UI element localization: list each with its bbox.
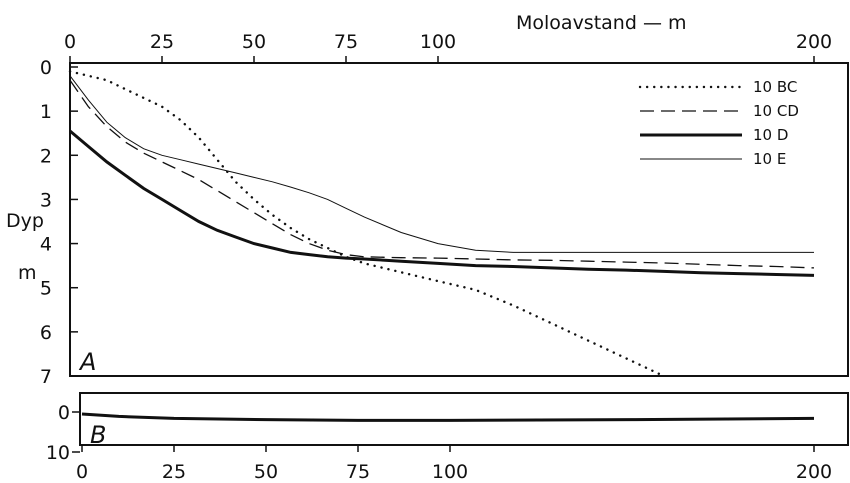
y-tick-label: 4 (40, 234, 52, 256)
x-tick-label: 50 (242, 31, 266, 53)
y-tick-5: 5 (40, 278, 78, 300)
x-tick-50: 50 (242, 31, 266, 63)
x-tick-25: 25 (150, 31, 174, 63)
series-line-10-d (69, 129, 815, 277)
x-tick-label: 200 (796, 31, 832, 53)
y-tick-0: 0 (40, 57, 78, 79)
y-tick-4: 4 (40, 234, 78, 256)
b-x-tick-label: 200 (796, 461, 832, 483)
b-x-tick-label: 0 (76, 461, 88, 483)
y-tick-2: 2 (40, 145, 78, 167)
panel-b-series (81, 412, 815, 422)
x-tick-label: 0 (64, 31, 76, 53)
legend-label: 10 E (753, 150, 786, 168)
b-y-tick-0: 0 (58, 402, 80, 424)
b-x-tick-label: 100 (432, 461, 468, 483)
y-tick-6: 6 (40, 322, 78, 344)
y-tick-3: 3 (40, 189, 78, 211)
panel-b-letter: B (90, 421, 106, 449)
x-tick-label: 100 (420, 31, 456, 53)
b-y-tick-label: 10 (46, 442, 70, 464)
series-line-10-bc (68, 70, 665, 378)
y-tick-label: 6 (40, 322, 52, 344)
x-axis-title: Moloavstand — m (516, 12, 687, 34)
legend-entry: 10 E (640, 150, 786, 168)
y-tick-label: 5 (40, 278, 52, 300)
series-line-10-cd (69, 79, 815, 269)
y-axis-unit: m (18, 262, 37, 284)
b-x-tick-75: 75 (346, 445, 370, 483)
y-tick-7: 7 (40, 366, 78, 388)
legend-label: 10 CD (753, 102, 799, 120)
legend-label: 10 BC (753, 78, 797, 96)
b-series-line (81, 412, 815, 422)
x-tick-75: 75 (334, 31, 358, 63)
panel-a-series (68, 70, 815, 378)
legend-entry: 10 BC (638, 78, 797, 96)
b-x-tick-label: 25 (162, 461, 186, 483)
legend-entry: 10 CD (640, 102, 799, 120)
y-tick-label: 3 (40, 189, 52, 211)
y-axis-title: Dyp (6, 210, 44, 232)
panel-a-frame (69, 62, 849, 377)
panel-b-ticks: 0 25 50 75 100 200 0 10 (46, 402, 832, 483)
panel-a-ticks: 0 25 50 75 100 200 0 1 2 3 4 5 6 7 (40, 31, 832, 388)
b-x-tick-100: 100 (432, 445, 468, 483)
b-x-tick-200: 200 (796, 445, 832, 483)
b-x-tick-label: 50 (254, 461, 278, 483)
legend-entry: 10 D (640, 126, 788, 144)
b-y-tick-10: 10 (46, 442, 80, 464)
legend-label: 10 D (753, 126, 788, 144)
panel-a-letter: A (78, 348, 96, 376)
b-x-tick-25: 25 (162, 445, 186, 483)
panel-b-frame (79, 392, 849, 446)
b-x-tick-0: 0 (76, 445, 88, 483)
y-tick-1: 1 (40, 101, 78, 123)
x-tick-label: 75 (334, 31, 358, 53)
x-tick-label: 25 (150, 31, 174, 53)
x-tick-100: 100 (420, 31, 456, 63)
b-x-tick-label: 75 (346, 461, 370, 483)
series-line-10-e (69, 75, 814, 253)
b-x-tick-50: 50 (254, 445, 278, 483)
y-tick-label: 7 (40, 366, 52, 388)
b-y-tick-label: 0 (58, 402, 70, 424)
y-tick-label: 0 (40, 57, 52, 79)
x-tick-200: 200 (796, 31, 832, 63)
x-tick-0: 0 (64, 31, 76, 63)
y-tick-label: 2 (40, 145, 52, 167)
legend: 10 BC 10 CD 10 D 10 E (638, 78, 799, 168)
y-tick-label: 1 (40, 101, 52, 123)
